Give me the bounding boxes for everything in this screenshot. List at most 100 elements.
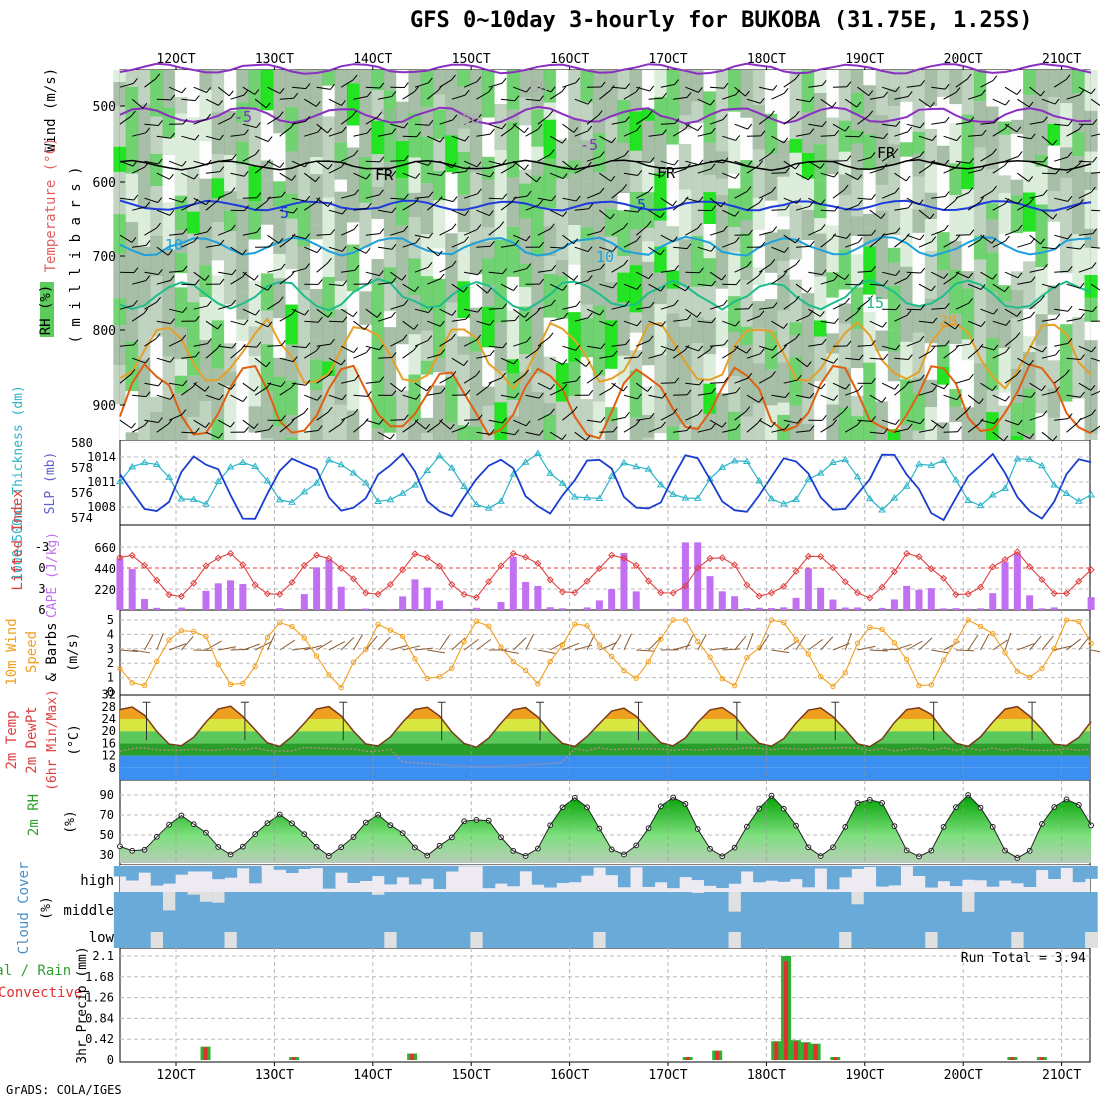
rh-cell xyxy=(654,70,667,97)
rh-cell xyxy=(605,140,618,174)
cloud-middle-bar xyxy=(544,892,557,920)
rh-cell xyxy=(937,165,950,196)
rh-cell xyxy=(999,193,1012,234)
rh-cell xyxy=(1011,180,1024,195)
rh-cell xyxy=(654,433,667,440)
precip-conv-bar xyxy=(774,1042,778,1060)
rh-cell xyxy=(753,267,766,285)
rh-cell xyxy=(138,182,151,209)
rh-cell xyxy=(1011,271,1024,290)
cloud-low-bar xyxy=(1073,920,1086,948)
wind10m-axis-label-1: 10m Wind xyxy=(4,618,20,685)
rh-cell xyxy=(470,352,483,381)
rh-cell xyxy=(1023,389,1036,434)
lifted-index-line xyxy=(120,552,1091,598)
rh-cell xyxy=(372,121,385,155)
precip-conv-bar xyxy=(204,1047,208,1060)
precip-conv-bar xyxy=(814,1044,818,1060)
cloud-level-label: low xyxy=(89,930,115,946)
rh-cell xyxy=(740,382,753,416)
cloud-low-bar xyxy=(1060,920,1073,948)
cape-bar xyxy=(547,607,554,610)
cloud-high-bar xyxy=(323,866,336,889)
cloud-low-bar xyxy=(397,920,410,948)
rh-cell xyxy=(679,190,692,240)
rh-cell xyxy=(163,305,176,320)
cloud-low-bar xyxy=(249,920,262,948)
cloud-middle-bar xyxy=(409,892,422,920)
rh-cell xyxy=(421,418,434,433)
cloud-high-bar xyxy=(1036,866,1049,870)
cloud-high-bar xyxy=(335,866,348,873)
precip-conv-bar xyxy=(410,1054,414,1060)
rh-cell xyxy=(777,140,790,159)
rh-cell xyxy=(138,247,151,280)
rh-cell xyxy=(335,70,348,102)
cape-bar xyxy=(1014,553,1021,610)
rh-cell xyxy=(900,102,913,142)
wind-tick-label: 4 xyxy=(107,627,114,641)
cloud-middle-bar xyxy=(1011,892,1024,920)
wind-tick-label: 1 xyxy=(107,671,114,685)
cape-bar xyxy=(424,588,431,610)
wind-barb xyxy=(771,650,789,653)
rh-cell xyxy=(544,208,557,226)
cloud-middle-bar xyxy=(126,892,139,920)
rh-cell xyxy=(863,214,876,227)
cloud-high-bar xyxy=(802,866,815,887)
rh-cell xyxy=(310,157,323,174)
rh-cell xyxy=(1035,267,1048,314)
rh-cell xyxy=(912,209,925,232)
wind-barb xyxy=(858,646,876,650)
cape-bar xyxy=(141,599,148,610)
cloud-low-bar xyxy=(569,920,582,948)
rh-cell xyxy=(335,238,348,281)
rh-cell xyxy=(826,174,839,225)
cloud-low-bar xyxy=(987,920,1000,948)
rh-cell xyxy=(851,329,864,348)
rh-cell xyxy=(531,176,544,217)
rh-cell xyxy=(285,152,298,194)
rh-cell xyxy=(925,129,938,165)
rh-cell xyxy=(986,106,999,122)
cloud-high-bar xyxy=(286,866,299,873)
rh-cell xyxy=(703,175,716,192)
cloud-low-bar xyxy=(962,920,975,948)
cloud-low-bar xyxy=(458,920,471,948)
cloud-low-bar xyxy=(741,920,754,948)
cape-bar xyxy=(1051,607,1058,610)
rh-axis-label: RH (%) xyxy=(38,285,54,336)
rh-cell xyxy=(851,70,864,93)
rh-cell xyxy=(912,132,925,154)
rh-cell xyxy=(777,403,790,415)
rh-cell xyxy=(863,363,876,409)
cape-bar xyxy=(707,576,714,610)
cloud-middle-bar xyxy=(175,892,188,920)
rh-cell xyxy=(249,356,262,406)
rh-cell xyxy=(531,147,544,160)
cloud-middle-bar xyxy=(569,892,582,920)
cape-tick-label: 440 xyxy=(94,562,116,576)
cape-bar xyxy=(694,542,701,610)
cape-bar xyxy=(510,557,517,610)
contour-label: FR xyxy=(877,144,896,162)
rh-cell xyxy=(273,133,286,181)
rh-cell xyxy=(322,317,335,361)
rh-cell xyxy=(1085,322,1098,340)
cloud-high-bar xyxy=(692,866,705,880)
cloud-low-bar xyxy=(618,920,631,948)
cape-bar xyxy=(793,598,800,610)
rh-panel xyxy=(118,793,1094,863)
rh-tick-label: 50 xyxy=(100,828,114,842)
rh-cell xyxy=(1060,224,1073,274)
cloud-high-bar xyxy=(249,866,262,883)
rh-cell xyxy=(728,227,741,252)
cape-bar xyxy=(891,599,898,610)
cloud-low-bar xyxy=(335,920,348,948)
cape-bar xyxy=(534,586,541,610)
contour-label: -5 xyxy=(580,136,598,154)
cape-tick-label: 220 xyxy=(94,583,116,597)
rh-cell xyxy=(777,275,790,311)
cloud-middle-gap xyxy=(851,892,864,904)
rh-cell xyxy=(1072,234,1085,286)
